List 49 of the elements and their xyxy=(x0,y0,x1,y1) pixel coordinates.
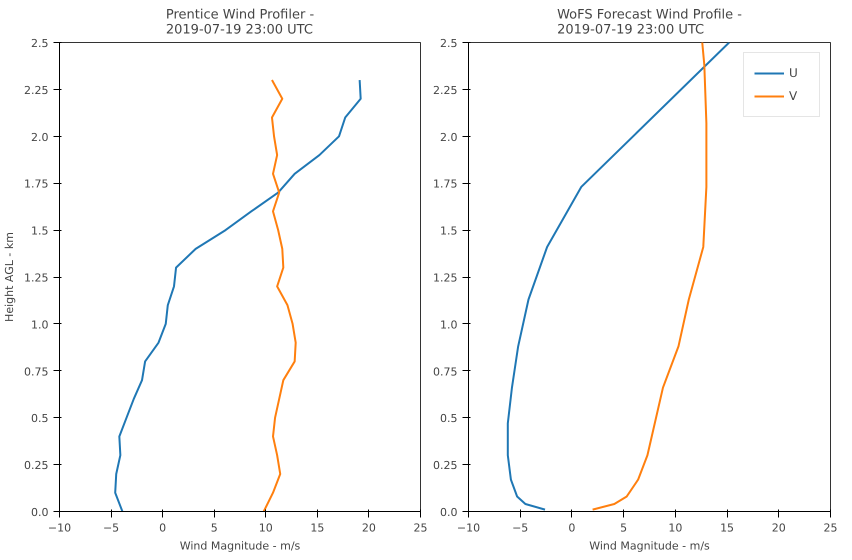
x-axis-title: Wind Magnitude - m/s xyxy=(180,540,301,552)
chart-title: Prentice Wind Profiler - 2019-07-19 23:00 UTC xyxy=(166,8,314,38)
y-tick-label: 1.25 xyxy=(433,272,458,284)
x-tick-label: 10 xyxy=(258,522,273,534)
y-tick-label: 1.5 xyxy=(31,224,49,238)
y-tick-label: 0.75 xyxy=(24,365,49,378)
x-tick-label: −5 xyxy=(102,522,120,534)
y-tick-label: 2.5 xyxy=(440,37,458,50)
y-tick-label: 1.5 xyxy=(440,224,458,238)
line-series xyxy=(592,42,708,511)
x-tick-label: 15 xyxy=(720,522,734,534)
x-axis-title: Wind Magnitude - m/s xyxy=(589,540,710,552)
line-series xyxy=(114,79,362,512)
x-tick-label: 25 xyxy=(414,522,428,534)
x-tick-label: 5 xyxy=(210,522,218,534)
line-series xyxy=(506,42,730,511)
x-tick-label: 15 xyxy=(310,522,324,534)
y-tick-label: 0.25 xyxy=(433,459,458,472)
y-tick-label: 1.0 xyxy=(440,318,458,332)
y-tick-label: 2.0 xyxy=(440,130,458,144)
x-tick-label: 0 xyxy=(159,522,166,534)
y-tick-label: 2.25 xyxy=(24,84,49,97)
y-tick-label: 0.0 xyxy=(440,506,458,519)
legend-label: U xyxy=(789,66,799,80)
x-tick-label: −10 xyxy=(456,522,480,534)
chart-title: WoFS Forecast Wind Profile - 2019-07-19 23:00 UTC xyxy=(557,8,742,38)
x-tick-label: −5 xyxy=(512,522,528,534)
y-tick-label: 1.25 xyxy=(24,272,49,284)
y-tick-label: 0.25 xyxy=(24,459,49,472)
y-tick-label: 0.5 xyxy=(440,412,458,426)
y-tick-label: 0.5 xyxy=(31,412,49,426)
x-tick-label: 0 xyxy=(568,522,576,534)
x-tick-label: 25 xyxy=(824,522,838,534)
y-tick-label: 2.0 xyxy=(31,130,49,144)
y-axis-title: Height AGL - km xyxy=(3,232,16,322)
y-tick-label: 0.0 xyxy=(31,506,49,519)
x-tick-label: −10 xyxy=(48,522,72,534)
y-tick-label: 0.75 xyxy=(433,365,458,378)
x-tick-label: 20 xyxy=(772,522,786,534)
x-tick-label: 5 xyxy=(620,522,628,534)
y-tick-label: 2.25 xyxy=(433,84,458,97)
y-tick-label: 1.75 xyxy=(433,178,458,191)
y-tick-label: 2.5 xyxy=(31,37,49,50)
y-tick-label: 1.0 xyxy=(31,318,49,332)
x-tick-label: 10 xyxy=(668,522,682,534)
x-tick-label: 20 xyxy=(362,522,376,534)
y-tick-label: 1.75 xyxy=(24,178,49,191)
line-series xyxy=(262,79,297,512)
legend-label: V xyxy=(789,89,798,103)
